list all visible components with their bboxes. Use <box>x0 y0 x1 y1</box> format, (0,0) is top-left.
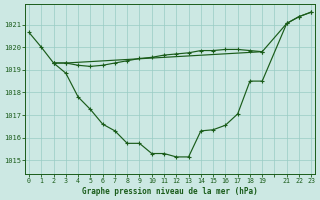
X-axis label: Graphe pression niveau de la mer (hPa): Graphe pression niveau de la mer (hPa) <box>82 187 258 196</box>
